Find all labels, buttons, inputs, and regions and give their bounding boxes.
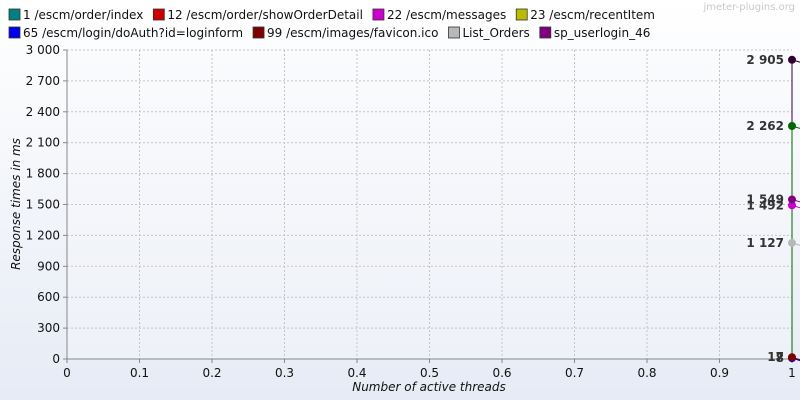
legend-swatch bbox=[152, 8, 165, 21]
data-value-label: 1 127 bbox=[746, 236, 784, 250]
y-tick-label: 2 700 bbox=[26, 74, 60, 88]
legend-label: 65 /escm/login/doAuth?id=loginform bbox=[23, 26, 243, 40]
legend: 1 /escm/order/index 12 /escm/order/showOr… bbox=[8, 8, 655, 40]
y-tick-label: 3 000 bbox=[26, 43, 60, 57]
y-tick-label: 300 bbox=[37, 321, 60, 335]
data-value-label: 2 262 bbox=[746, 119, 784, 133]
series-point bbox=[788, 122, 796, 131]
x-tick-label: 0.3 bbox=[275, 366, 294, 380]
legend-label: 12 /escm/order/showOrderDetail bbox=[167, 8, 363, 22]
y-tick-label: 0 bbox=[52, 352, 60, 366]
x-tick-label: 0.1 bbox=[130, 366, 149, 380]
legend-swatch bbox=[372, 8, 385, 21]
legend-swatch bbox=[448, 26, 460, 39]
series-point bbox=[788, 353, 796, 362]
x-axis-title: Number of active threads bbox=[352, 380, 506, 394]
y-tick-label: 1 500 bbox=[26, 198, 60, 212]
y-tick-label: 1 200 bbox=[26, 228, 60, 242]
y-tick-label: 2 100 bbox=[26, 136, 60, 150]
data-value-label: 1 492 bbox=[746, 198, 784, 212]
legend-swatch bbox=[539, 26, 552, 39]
legend-label: 99 /escm/images/favicon.ico bbox=[267, 26, 438, 40]
series-point bbox=[788, 195, 796, 204]
legend-swatch bbox=[515, 8, 528, 21]
legend-label: 22 /escm/messages bbox=[387, 8, 506, 22]
x-tick-label: 0.5 bbox=[420, 366, 439, 380]
series-point bbox=[788, 55, 796, 64]
data-value-label: 1 549 bbox=[746, 192, 784, 206]
legend-label: List_Orders bbox=[462, 26, 529, 40]
y-tick-label: 2 400 bbox=[26, 105, 60, 119]
series-layer: 1 492 817 1 127 1 549 2 262 2 905 bbox=[746, 53, 800, 365]
y-tick-label: 600 bbox=[37, 290, 60, 304]
legend-swatch bbox=[8, 26, 21, 39]
legend-swatch bbox=[252, 26, 265, 39]
watermark: jmeter-plugins.org bbox=[702, 2, 795, 13]
x-tick-label: 0.2 bbox=[202, 366, 221, 380]
data-value-label: 17 bbox=[767, 350, 784, 364]
y-tick-label: 1 800 bbox=[26, 167, 60, 181]
x-tick-label: 0.6 bbox=[492, 366, 511, 380]
y-axis-title: Response times in ms bbox=[9, 138, 23, 270]
x-tick-label: 0.9 bbox=[710, 366, 729, 380]
y-tick-label: 900 bbox=[37, 259, 60, 273]
x-tick-label: 0.8 bbox=[637, 366, 656, 380]
series-point bbox=[788, 238, 796, 247]
data-value-label: 8 bbox=[776, 351, 784, 365]
legend-label: sp_userlogin_46 bbox=[554, 26, 651, 40]
x-tick-label: 0.7 bbox=[565, 366, 584, 380]
grid-lines bbox=[67, 49, 792, 359]
data-value-label: 2 905 bbox=[746, 53, 784, 67]
x-tick-label: 0 bbox=[63, 366, 71, 380]
axes: 0 300 600 900 1 200 1 500 1 800 2 100 2 400 2 700… bbox=[26, 43, 796, 380]
x-tick-label: 1 bbox=[788, 366, 796, 380]
legend-label: 1 /escm/order/index bbox=[23, 8, 143, 22]
x-tick-label: 0.4 bbox=[347, 366, 366, 380]
legend-swatch bbox=[8, 8, 21, 21]
legend-label: 23 /escm/recentItem bbox=[530, 8, 655, 22]
